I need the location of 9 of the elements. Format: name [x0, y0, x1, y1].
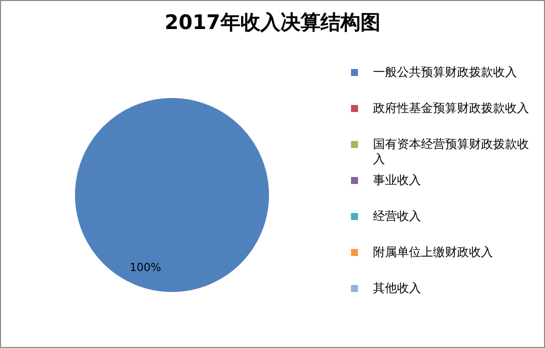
legend-label: 一般公共预算财政拨款收入: [373, 65, 518, 80]
legend-label: 附属单位上缴财政收入: [373, 245, 494, 260]
legend-label: 政府性基金预算财政拨款收入: [373, 101, 530, 116]
chart-title: 2017年收入决算结构图: [164, 9, 382, 36]
legend-label: 国有资本经营预算财政拨款收入: [373, 137, 530, 167]
legend-label: 事业收入: [373, 173, 422, 188]
legend-label: 其他收入: [373, 281, 422, 296]
data-label: 100%: [130, 260, 162, 274]
legend-label: 经营收入: [373, 209, 422, 224]
